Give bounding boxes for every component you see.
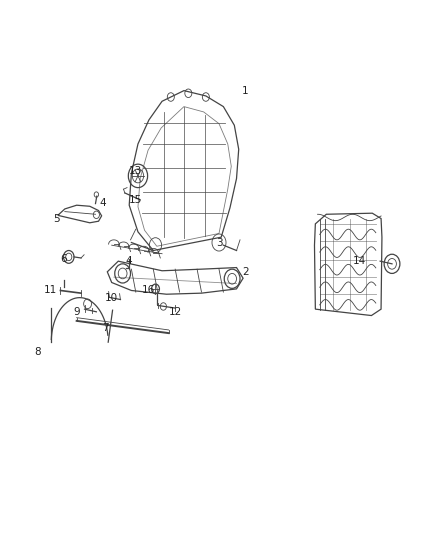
Text: 6: 6 xyxy=(60,254,67,263)
Text: 10: 10 xyxy=(105,294,118,303)
Text: 9: 9 xyxy=(73,307,80,317)
Text: 3: 3 xyxy=(215,238,223,247)
Text: 15: 15 xyxy=(129,195,142,205)
Text: 14: 14 xyxy=(353,256,366,266)
Text: 4: 4 xyxy=(126,256,133,266)
Text: 1: 1 xyxy=(242,86,249,95)
Text: 7: 7 xyxy=(102,323,109,333)
Text: 5: 5 xyxy=(53,214,60,223)
Text: 12: 12 xyxy=(169,307,182,317)
Text: 13: 13 xyxy=(129,166,142,175)
Text: 8: 8 xyxy=(34,347,41,357)
Text: 2: 2 xyxy=(242,267,249,277)
Text: 16: 16 xyxy=(142,286,155,295)
Text: 11: 11 xyxy=(44,286,57,295)
Text: 4: 4 xyxy=(99,198,106,207)
